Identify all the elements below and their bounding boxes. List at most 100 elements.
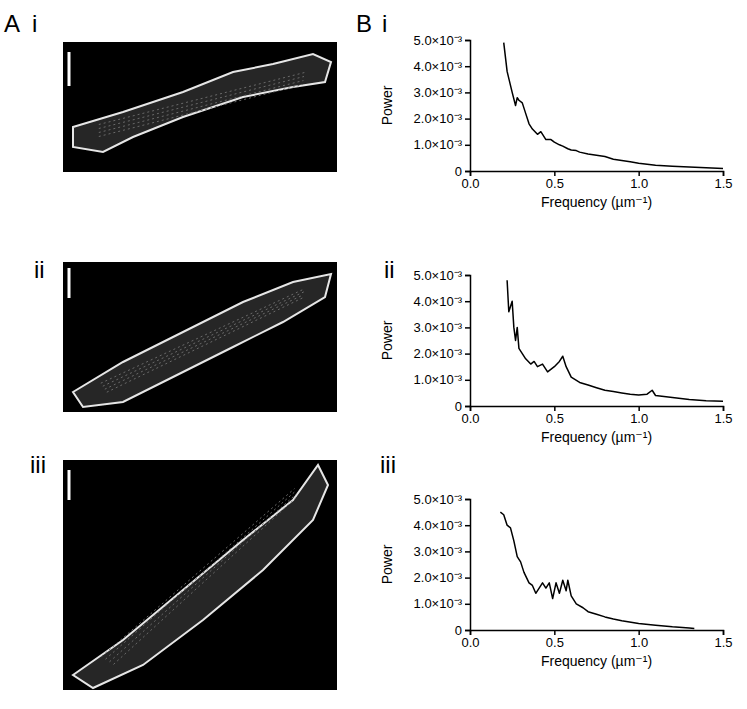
y-tick-mark [465, 275, 470, 277]
y-tick-label: 3.0×10⁻³ [414, 544, 463, 559]
line-chart: 0.00.51.01.501.0×10⁻³2.0×10⁻³3.0×10⁻³4.0… [379, 268, 733, 445]
y-tick-label: 5.0×10⁻³ [414, 492, 463, 507]
y-axis-title: Power [379, 85, 395, 125]
plot-area [504, 43, 723, 169]
cell-outline [73, 54, 331, 152]
y-tick-mark [465, 145, 470, 147]
striation [110, 494, 297, 662]
scale-bar [68, 268, 71, 298]
x-axis: 0.0 0.5 1.0 1.5 [461, 630, 732, 650]
spectrum-line [504, 43, 723, 169]
figure: AiiiiiiBiiiiii0.00.51.01.501.0×10⁻³2.0×1… [0, 0, 747, 709]
y-axis-line [465, 500, 471, 631]
x-tick: 0.5 [546, 406, 564, 426]
y-tick-mark [465, 551, 470, 553]
x-tick-label: 1.5 [714, 411, 732, 426]
panel-letter: A [4, 10, 20, 37]
spectrum-line [507, 280, 723, 401]
x-tick: 1.5 [714, 406, 732, 426]
striation [103, 292, 304, 386]
x-tick-label: 0.5 [546, 411, 564, 426]
y-axis: 0 1.0×10⁻³ 2.0×10⁻³ 3.0×10⁻³ 4.0×10⁻³ 5.0×10⁻… [414, 268, 471, 414]
y-tick-mark [465, 40, 470, 42]
y-tick-label: 5.0×10⁻³ [414, 268, 463, 283]
y-axis-line [465, 41, 471, 172]
y-tick: 3.0×10⁻³ [414, 320, 470, 335]
x-tick-label: 1.0 [630, 411, 648, 426]
striation [102, 489, 295, 657]
striation [99, 81, 304, 133]
y-tick-label: 0 [455, 623, 462, 638]
y-tick: 4.0×10⁻³ [414, 294, 470, 309]
y-tick-mark [465, 577, 470, 579]
x-tick: 0.5 [546, 630, 564, 650]
y-tick: 5.0×10⁻³ [414, 492, 470, 507]
y-tick-mark [465, 92, 470, 94]
y-tick: 2.0×10⁻³ [414, 111, 470, 126]
y-tick: 1.0×10⁻³ [414, 137, 470, 152]
y-tick-label: 0 [455, 399, 462, 414]
y-tick: 1.0×10⁻³ [414, 596, 470, 611]
x-tick: 1.0 [630, 171, 648, 191]
y-tick: 0 [455, 623, 470, 638]
y-tick: 1.0×10⁻³ [414, 372, 470, 387]
x-axis: 0.00.51.01.5 [461, 171, 732, 191]
panel-row-label: i [32, 10, 37, 37]
striation [105, 295, 304, 389]
panel-row-label: ii [384, 256, 395, 283]
x-axis: 0.00.51.01.5 [461, 406, 732, 426]
plot-area [507, 280, 723, 401]
x-axis-line [471, 172, 724, 177]
x-axis-title: Frequency (µm⁻¹) [541, 194, 652, 210]
y-tick-mark [465, 118, 470, 120]
y-tick-label: 4.0×10⁻³ [414, 518, 463, 533]
y-axis: 0 1.0×10⁻³ 2.0×10⁻³ 3.0×10⁻³ 4.0×10⁻³ 5.0×10⁻… [414, 492, 471, 638]
striation [101, 289, 305, 383]
y-tick-label: 4.0×10⁻³ [414, 59, 463, 74]
panel-row-label: ii [34, 256, 45, 283]
y-tick-label: 1.0×10⁻³ [414, 137, 463, 152]
micrograph [63, 460, 337, 690]
y-tick: 5.0×10⁻³ [414, 33, 470, 48]
x-tick: 0.0 [461, 630, 479, 650]
y-tick-label: 3.0×10⁻³ [414, 320, 463, 335]
x-tick: 1.0 [630, 630, 648, 650]
striation [99, 77, 304, 129]
y-tick-label: 2.0×10⁻³ [414, 570, 463, 585]
y-tick-mark [465, 66, 470, 68]
micrograph [63, 262, 337, 412]
scale-bar [68, 470, 71, 500]
panel-row-label: i [382, 10, 387, 37]
x-tick-label: 1.5 [714, 635, 732, 650]
y-tick: 2.0×10⁻³ [414, 346, 470, 361]
x-tick-label: 1.0 [630, 635, 648, 650]
y-tick-label: 3.0×10⁻³ [414, 85, 463, 100]
y-tick-mark [465, 604, 470, 606]
y-tick-mark [465, 171, 470, 173]
y-tick-mark [465, 630, 470, 632]
striation [107, 298, 303, 392]
x-tick: 1.5 [714, 630, 732, 650]
x-tick-label: 1.0 [630, 176, 648, 191]
line-chart: 0.0 0.5 1.0 1.5 0 1.0×10⁻³ 2.0×10⁻³ 3.0×10⁻³ 4.0… [379, 492, 733, 669]
striation [106, 491, 296, 659]
x-tick: 1.0 [630, 406, 648, 426]
x-tick-label: 0.0 [461, 635, 479, 650]
y-tick-label: 2.0×10⁻³ [414, 346, 463, 361]
x-tick: 0.0 [461, 171, 479, 191]
spectrum-line [500, 512, 694, 628]
micrograph-background [63, 460, 337, 690]
x-axis-title: Frequency (µm⁻¹) [541, 429, 652, 445]
micrograph-background [63, 262, 337, 412]
panel-row-label: iii [380, 451, 396, 478]
cell-outline [73, 465, 328, 688]
panel-row-label: iii [30, 451, 46, 478]
y-tick-mark [465, 301, 470, 303]
x-axis-line [471, 631, 724, 636]
y-tick: 4.0×10⁻³ [414, 59, 470, 74]
y-axis-title: Power [379, 544, 395, 584]
y-tick: 3.0×10⁻³ [414, 544, 470, 559]
striation [114, 496, 298, 664]
y-axis: 01.0×10⁻³2.0×10⁻³3.0×10⁻³4.0×10⁻³5.0×10⁻… [414, 33, 471, 179]
x-tick-label: 0.5 [546, 635, 564, 650]
